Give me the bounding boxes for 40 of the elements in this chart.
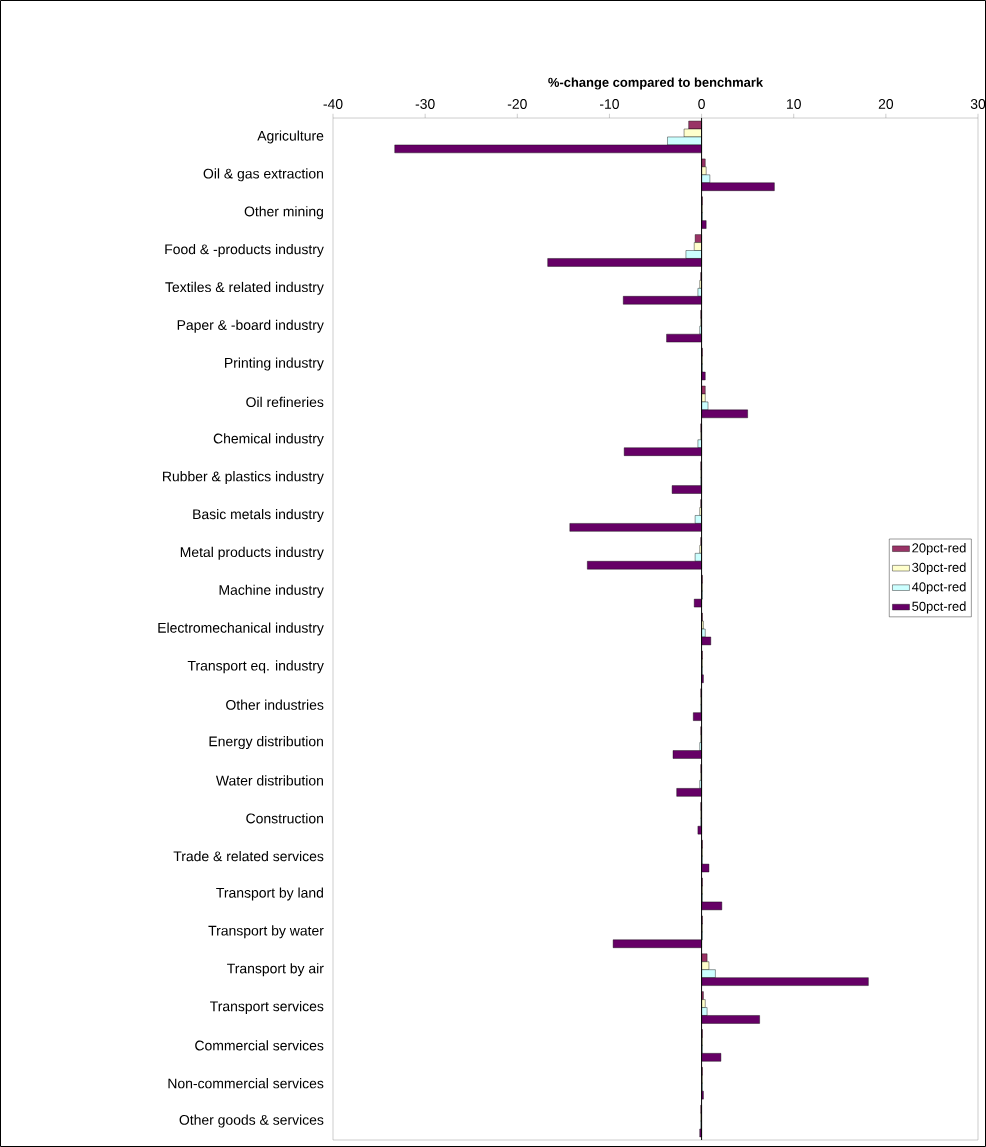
y-tick-label: Oil refineries <box>246 396 324 408</box>
y-tick-label: Oil & gas extraction <box>203 168 323 182</box>
y-tick-label: Machine industry <box>219 584 324 598</box>
y-tick-label: Construction <box>246 813 323 824</box>
x-tick-label: -20 <box>507 99 527 109</box>
y-tick-label: Paper & -board industry <box>177 319 324 333</box>
legend-label: 40pct-red <box>911 581 966 594</box>
x-tick-label: 10 <box>787 99 801 109</box>
y-tick-label: Transport services <box>210 1001 324 1015</box>
y-tick-label: Metal products industry <box>180 546 324 560</box>
x-tick-label: 30 <box>970 99 986 109</box>
y-tick-label: Transport by water <box>208 925 324 939</box>
y-tick-label: Other mining <box>244 206 323 220</box>
y-tick-label: Energy distribution <box>209 736 323 750</box>
y-tick-label: Water distribution <box>215 775 323 786</box>
x-tick-label: -40 <box>323 99 343 109</box>
y-tick-label: Rubber & plastics industry <box>163 471 324 485</box>
legend-label: 50pct-red <box>912 601 966 614</box>
y-tick-label: Basic metals industry <box>193 508 324 522</box>
y-tick-label: Textiles & related industry <box>165 281 324 295</box>
y-tick-label: Printing industry <box>225 357 324 371</box>
x-tick-label: 0 <box>698 99 705 109</box>
x-tick-label: -30 <box>415 99 435 109</box>
y-tick-label: Other goods & services <box>179 1114 324 1128</box>
y-tick-label: Other industries <box>226 699 324 710</box>
legend-label: 20pct-red <box>912 542 966 556</box>
y-tick-label: Chemical industry <box>213 433 324 447</box>
y-tick-label: Transport by land <box>216 887 323 901</box>
y-tick-label: Non-commercial services <box>168 1078 324 1089</box>
y-tick-label: Trade & related services <box>173 851 324 862</box>
y-tick-label: Electromechanical industry <box>158 622 324 636</box>
y-tick-label: Commercial services <box>195 1040 324 1051</box>
x-tick-label: -10 <box>599 99 619 109</box>
y-tick-label: Agriculture <box>257 130 324 144</box>
y-tick-label: Transport eq. industry <box>187 660 324 674</box>
x-tick-label: 20 <box>878 99 894 109</box>
y-tick-label: Food & -products industry <box>165 244 324 257</box>
legend-label: 30pct-red <box>912 562 966 575</box>
x-axis-title: %-change compared to benchmark <box>548 77 764 90</box>
y-tick-label: Transport by air <box>227 963 324 977</box>
